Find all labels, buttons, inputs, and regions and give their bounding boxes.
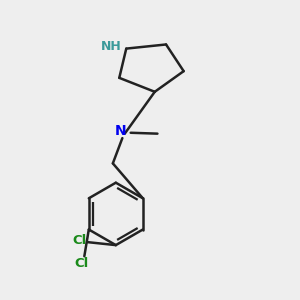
Text: N: N <box>115 124 126 138</box>
Text: Cl: Cl <box>74 257 88 270</box>
Text: Cl: Cl <box>72 234 86 247</box>
Text: NH: NH <box>100 40 121 53</box>
